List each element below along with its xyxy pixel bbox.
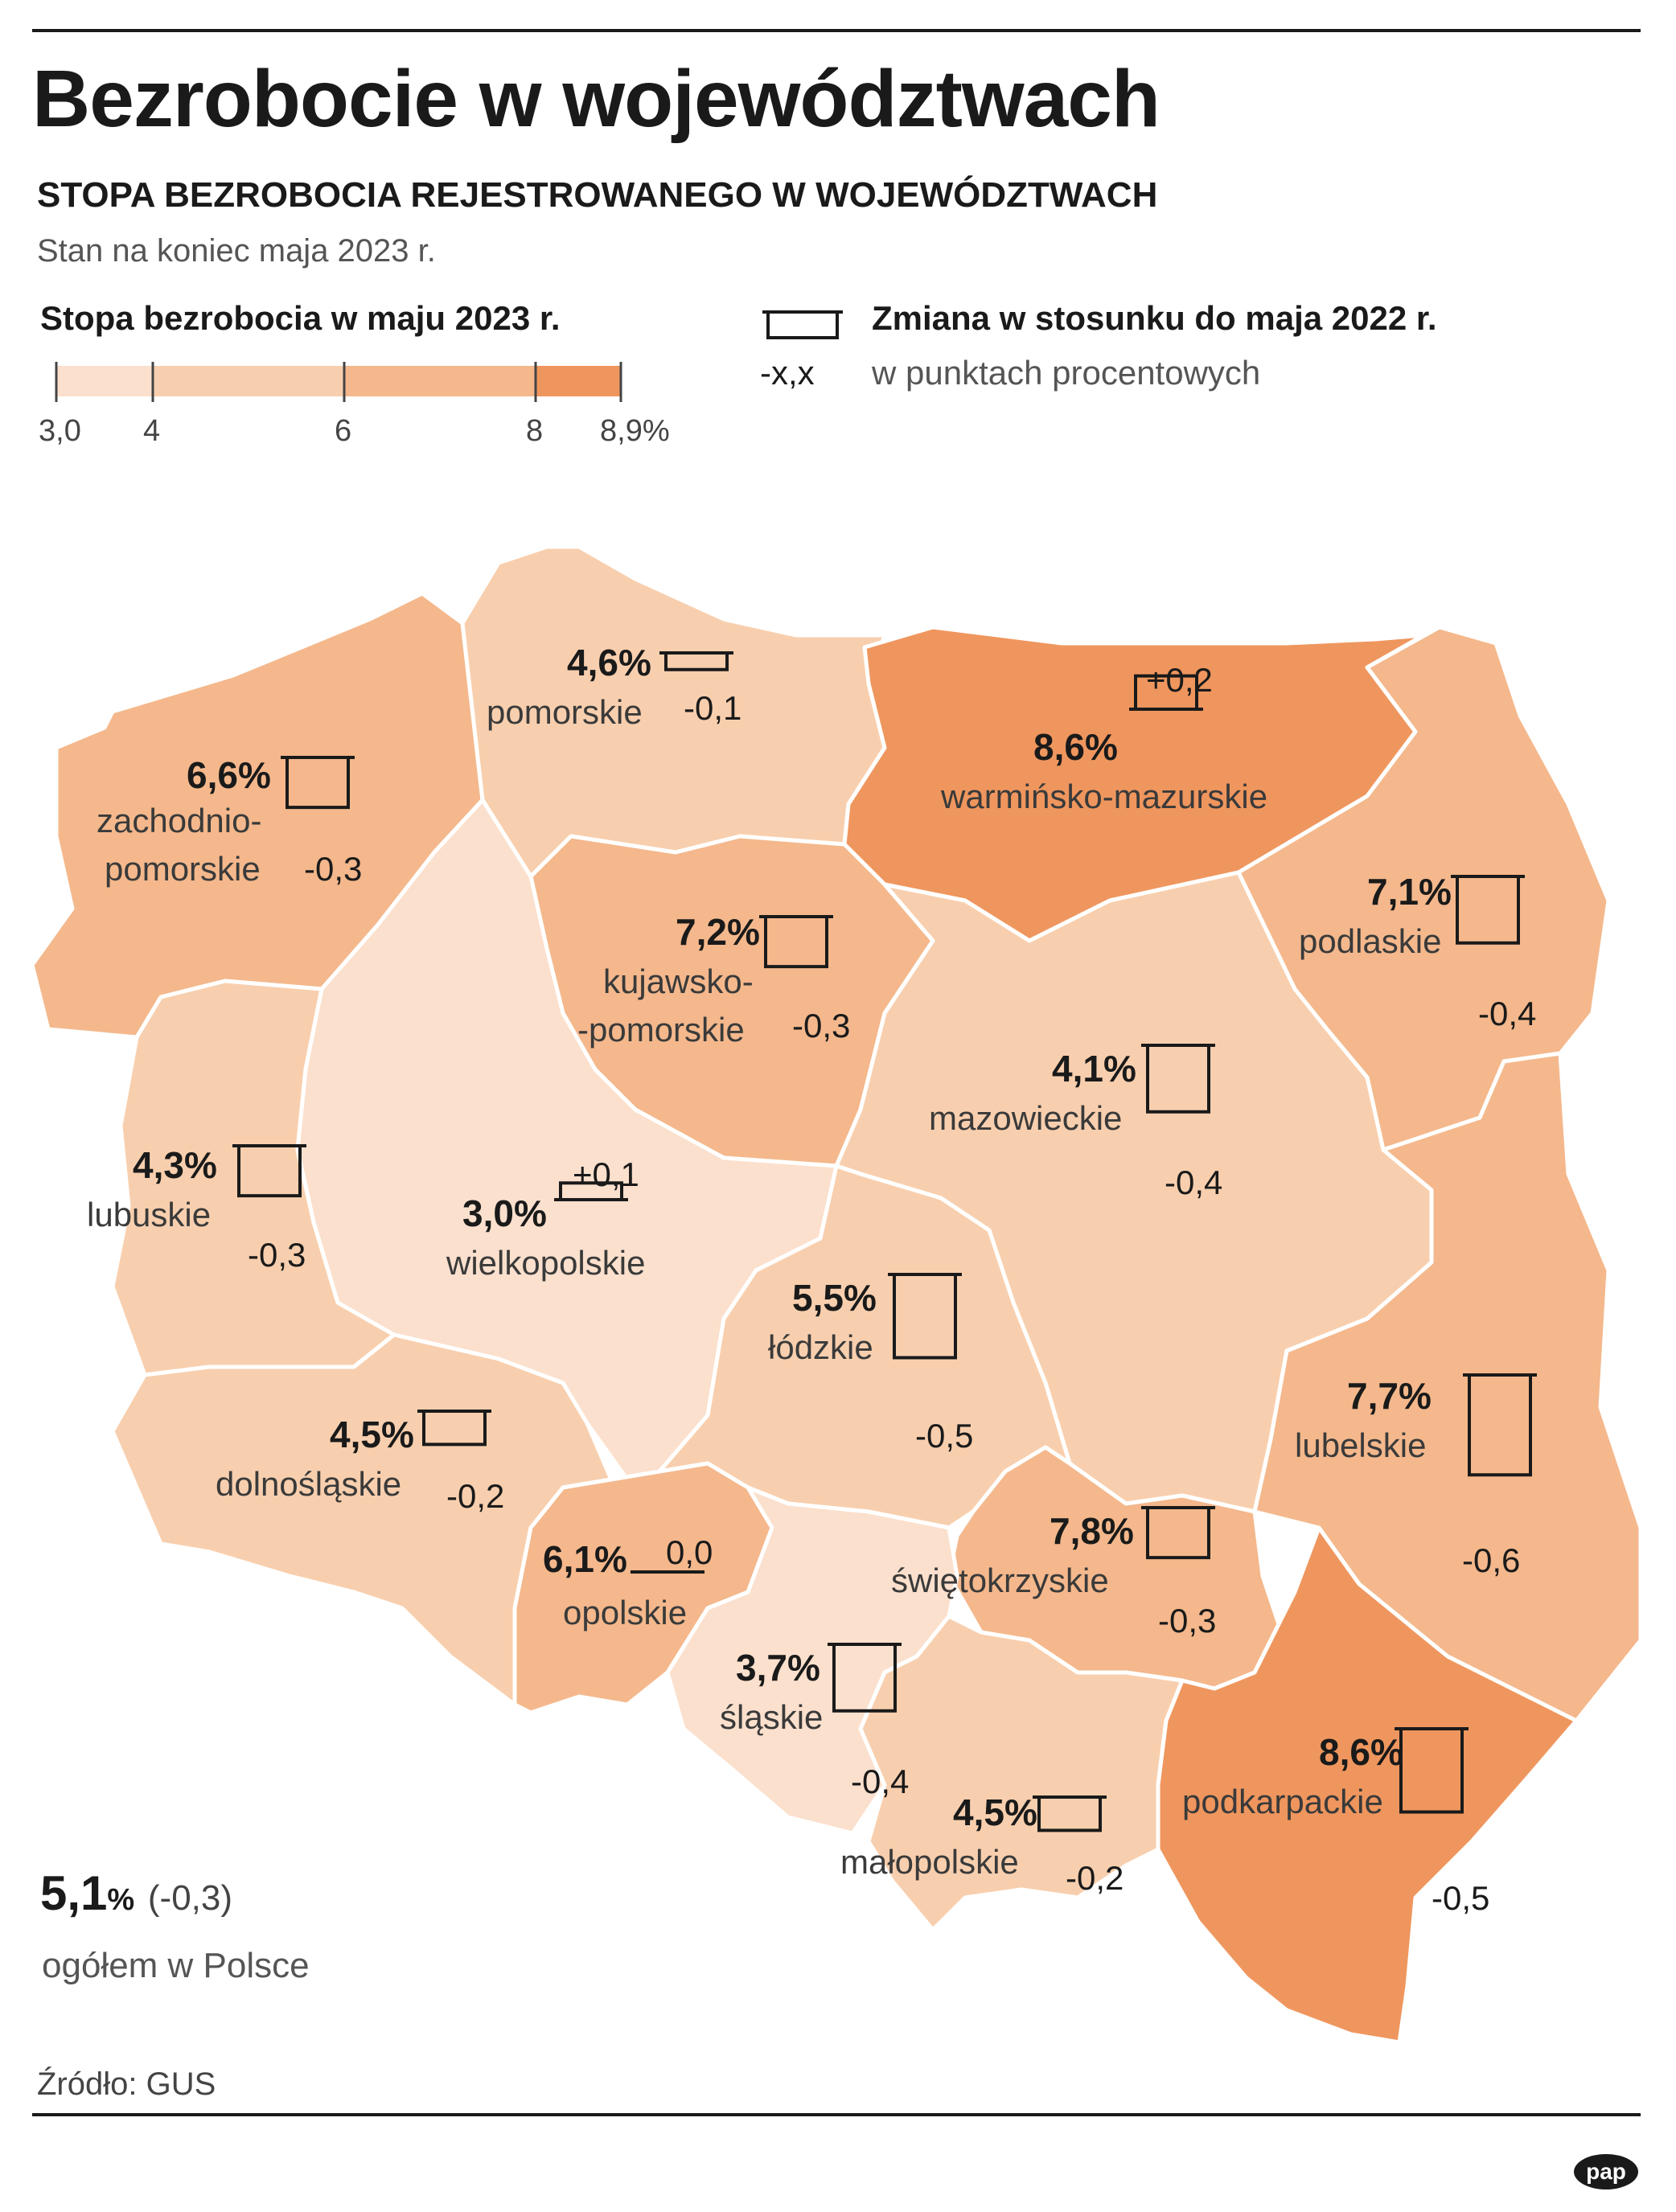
change-legend-sample: -x,x: [760, 354, 815, 392]
national-rate-value: 5,1: [40, 1866, 108, 1920]
rate-malopolskie: 4,5%: [953, 1791, 1037, 1833]
change-malopolskie: -0,2: [1066, 1859, 1123, 1897]
legend-tick-2: 4: [143, 414, 160, 448]
legend-tick-3: 6: [335, 414, 351, 448]
rate-opolskie: 6,1%: [543, 1538, 627, 1580]
name-lubuskie: lubuskie: [87, 1196, 211, 1233]
legend-graphics: 3,0 4 6 8 8,9%: [39, 310, 843, 448]
legend-bin-1: [56, 366, 153, 396]
legend-bin-4: [536, 366, 621, 396]
change-zachodniopomorskie: -0,3: [304, 850, 362, 888]
change-kujawsko-pomorskie: -0,3: [792, 1007, 850, 1044]
name-dolnoslaskie: dolnośląskie: [216, 1465, 401, 1503]
rate-slaskie: 3,7%: [736, 1647, 820, 1689]
name-warminsko-mazurskie: warmińsko-mazurskie: [940, 778, 1267, 815]
change-mazowieckie: -0,4: [1165, 1163, 1222, 1201]
pap-logo: pap: [1574, 2154, 1638, 2189]
change-dolnoslaskie: -0,2: [446, 1477, 504, 1515]
national-rate: 5,1% (-0,3): [40, 1865, 232, 1921]
region-labels: 4,6% pomorskie -0,1 +0,2 8,6% warmińsko-…: [87, 642, 1536, 1917]
change-bar-pomorskie: [659, 651, 733, 671]
name-malopolskie: małopolskie: [840, 1843, 1019, 1881]
name-pomorskie: pomorskie: [487, 693, 643, 731]
page-title: Bezrobocie w województwach: [32, 54, 1160, 144]
name-zachodniopomorskie-line1: zachodnio-: [97, 802, 261, 839]
rate-legend-title: Stopa bezrobocia w maju 2023 r.: [40, 299, 561, 337]
page-subtitle: STOPA BEZROBOCIA REJESTROWANEGO W WOJEWÓ…: [37, 175, 1158, 215]
legend-bin-2: [153, 366, 344, 396]
change-bar-dolnolskie: [417, 1410, 491, 1447]
legend-bin-3: [344, 366, 536, 396]
bottom-rule: [32, 2113, 1641, 2116]
source-note: Źródło: GUS: [37, 2066, 216, 2102]
change-bar-kujawskopomorskie: [759, 915, 833, 969]
rate-zachodniopomorskie: 6,6%: [187, 754, 271, 796]
svg-text:pap: pap: [1586, 2159, 1626, 2184]
change-bar-lubelskie: [1463, 1373, 1537, 1477]
national-rate-unit: %: [107, 1883, 135, 1917]
rate-lubuskie: 4,3%: [133, 1144, 217, 1186]
rate-pomorskie: 4,6%: [567, 642, 651, 683]
legend-tick-4: 8: [526, 414, 543, 448]
change-opolskie: 0,0: [666, 1533, 713, 1571]
change-bar-mazowieckie: [1141, 1044, 1215, 1114]
change-lubelskie: -0,6: [1462, 1541, 1520, 1579]
change-slaskie: -0,4: [851, 1763, 909, 1800]
name-podkarpackie: podkarpackie: [1182, 1783, 1383, 1820]
national-label: ogółem w Polsce: [42, 1946, 310, 1985]
name-lubelskie: lubelskie: [1295, 1426, 1426, 1464]
change-legend-unit: w punktach procentowych: [872, 354, 1261, 392]
name-slaskie: śląskie: [720, 1698, 823, 1736]
name-lodzkie: łódzkie: [768, 1328, 873, 1366]
change-bar-podkarpackie: [1395, 1727, 1469, 1814]
name-swietokrzyskie: świętokrzyskie: [891, 1562, 1109, 1599]
change-podlaskie: -0,4: [1478, 995, 1536, 1032]
name-podlaskie: podlaskie: [1299, 922, 1441, 960]
top-rule: [32, 29, 1641, 32]
change-bar-wielkopolskie: [554, 1181, 628, 1201]
change-podkarpackie: -0,5: [1432, 1879, 1489, 1917]
change-bar-podlaskie: [1451, 875, 1525, 945]
name-opolskie: opolskie: [563, 1594, 687, 1631]
change-bar-lskie: [828, 1643, 902, 1713]
change-bar-maopolskie: [1033, 1795, 1107, 1832]
voivodeship-shapes: [30, 544, 1643, 2045]
change-bar-witokrzyskie: [1141, 1506, 1215, 1560]
name-kujawsko-pomorskie-line2: -pomorskie: [577, 1011, 745, 1049]
name-wielkopolskie: wielkopolskie: [446, 1244, 645, 1282]
change-swietokrzyskie: -0,3: [1158, 1602, 1216, 1640]
change-bar-warmiskomazurskie: [1129, 674, 1203, 711]
legend-tick-1: 3,0: [39, 414, 81, 448]
rate-warminsko-mazurskie: 8,6%: [1033, 726, 1118, 768]
rate-podkarpackie: 8,6%: [1319, 1731, 1403, 1773]
change-wielkopolskie: +0,1: [573, 1155, 639, 1193]
change-bar-zachodniopomorskie: [281, 756, 355, 810]
rate-wielkopolskie: 3,0%: [462, 1192, 547, 1234]
name-mazowieckie: mazowieckie: [929, 1099, 1122, 1137]
name-kujawsko-pomorskie-line1: kujawsko-: [603, 962, 754, 1000]
date-note: Stan na koniec maja 2023 r.: [37, 233, 436, 269]
change-bar-lubuskie: [232, 1144, 306, 1198]
rate-swietokrzyskie: 7,8%: [1050, 1510, 1134, 1552]
rate-mazowieckie: 4,1%: [1052, 1048, 1136, 1090]
legend-change-bar-sample: [762, 310, 843, 339]
rate-lodzkie: 5,5%: [792, 1277, 877, 1319]
rate-kujawsko-pomorskie: 7,2%: [676, 911, 760, 953]
change-warminsko-mazurskie: +0,2: [1146, 661, 1213, 699]
change-bars: [232, 651, 1537, 1832]
change-lubuskie: -0,3: [248, 1236, 306, 1274]
national-change: (-0,3): [147, 1878, 233, 1918]
rate-podlaskie: 7,1%: [1367, 871, 1452, 913]
rate-lubelskie: 7,7%: [1347, 1375, 1432, 1417]
change-bar-dzkie: [888, 1273, 962, 1360]
region-podkarpackie: [1156, 1525, 1579, 2045]
name-zachodniopomorskie-line2: pomorskie: [105, 850, 261, 888]
change-legend-title: Zmiana w stosunku do maja 2022 r.: [872, 299, 1437, 337]
rate-dolnoslaskie: 4,5%: [330, 1414, 414, 1455]
change-lodzkie: -0,5: [915, 1417, 973, 1455]
legend-tick-5: 8,9%: [600, 414, 670, 448]
change-pomorskie: -0,1: [684, 689, 741, 727]
